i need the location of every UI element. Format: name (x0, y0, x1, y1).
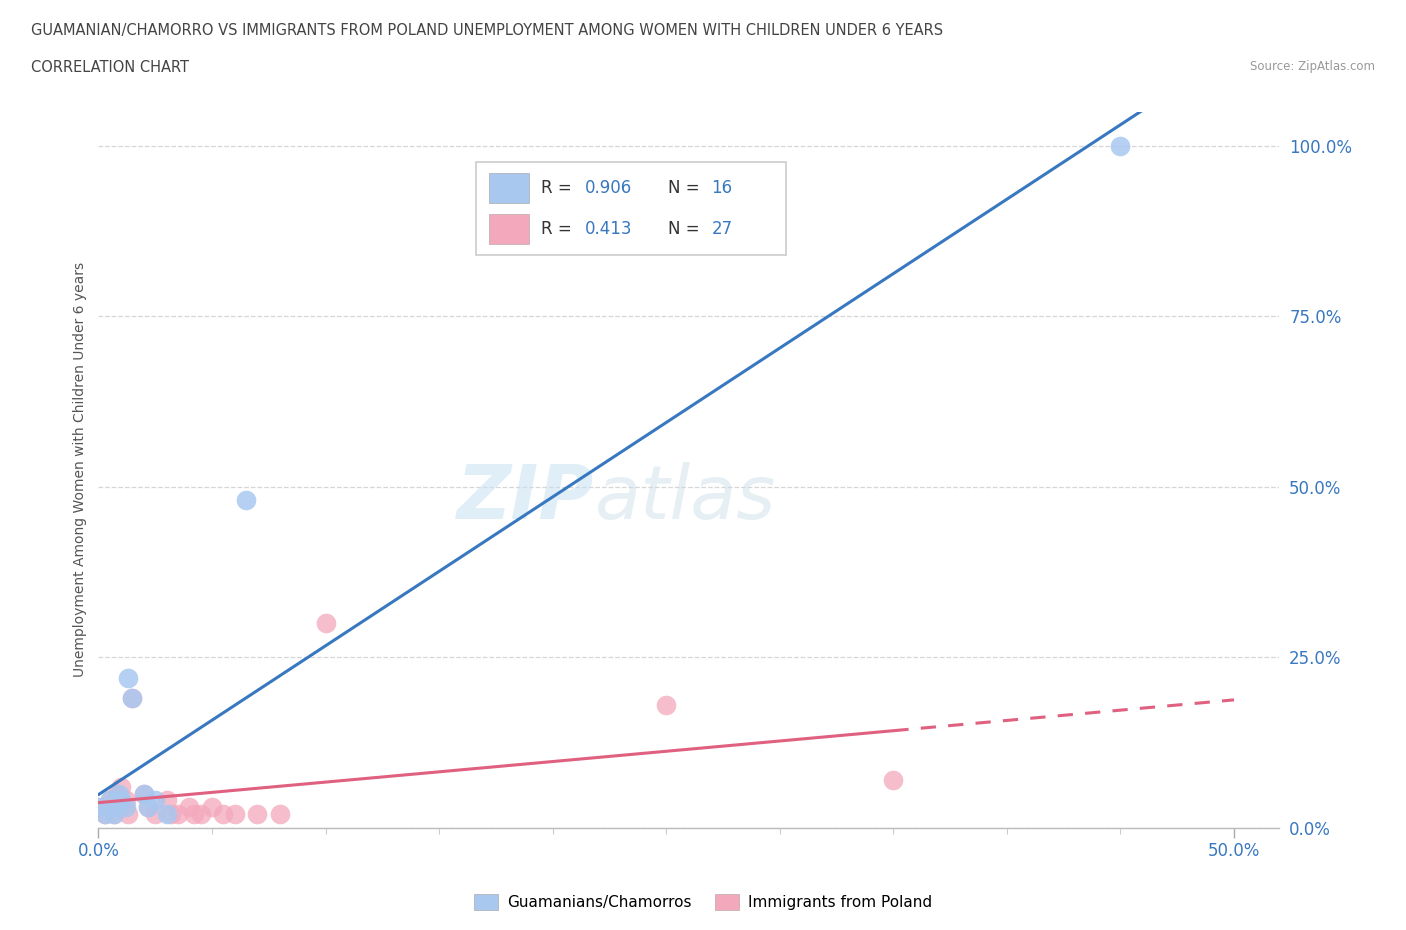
Point (110, 800, 132, 815)
Text: ZIP: ZIP (457, 462, 595, 535)
Point (201, 800, 224, 815)
Point (235, 493, 257, 508)
Point (190, 806, 212, 821)
Point (94, 806, 117, 821)
Text: 0.413: 0.413 (585, 219, 633, 238)
FancyBboxPatch shape (489, 173, 529, 203)
Text: 27: 27 (711, 219, 733, 238)
Point (155, 806, 177, 821)
Point (212, 806, 235, 821)
Text: Source: ZipAtlas.com: Source: ZipAtlas.com (1250, 60, 1375, 73)
Point (114, 793, 136, 808)
FancyBboxPatch shape (477, 162, 786, 255)
Point (114, 800, 136, 815)
Point (132, 786, 155, 801)
Point (224, 806, 246, 821)
Point (94, 806, 117, 821)
Point (143, 806, 166, 821)
Legend: Guamanians/Chamorros, Immigrants from Poland: Guamanians/Chamorros, Immigrants from Po… (465, 886, 941, 918)
Point (269, 806, 291, 821)
Text: CORRELATION CHART: CORRELATION CHART (31, 60, 188, 75)
Point (103, 806, 125, 821)
Point (882, 773, 904, 788)
Point (105, 786, 128, 801)
Point (155, 793, 177, 808)
Text: N =: N = (668, 179, 704, 197)
Point (1109, 139, 1132, 153)
Point (105, 800, 128, 815)
Point (138, 800, 160, 815)
Point (655, 698, 678, 712)
Point (315, 616, 337, 631)
Point (167, 806, 190, 821)
Point (103, 806, 125, 821)
Text: R =: R = (541, 219, 578, 238)
Point (110, 793, 132, 808)
Point (179, 800, 201, 815)
Point (143, 793, 166, 808)
Text: 0.906: 0.906 (585, 179, 631, 197)
Point (138, 800, 160, 815)
Point (98, 793, 121, 808)
Text: N =: N = (668, 219, 704, 238)
Point (121, 691, 143, 706)
Point (246, 806, 269, 821)
Point (121, 691, 143, 706)
Point (183, 806, 205, 821)
Point (110, 779, 132, 794)
Text: GUAMANIAN/CHAMORRO VS IMMIGRANTS FROM POLAND UNEMPLOYMENT AMONG WOMEN WITH CHILD: GUAMANIAN/CHAMORRO VS IMMIGRANTS FROM PO… (31, 23, 943, 38)
Text: 16: 16 (711, 179, 733, 197)
Point (160, 806, 183, 821)
FancyBboxPatch shape (489, 214, 529, 244)
Point (108, 786, 131, 801)
Text: R =: R = (541, 179, 578, 197)
Point (117, 671, 139, 685)
Point (98, 793, 121, 808)
Point (132, 786, 155, 801)
Text: atlas: atlas (595, 462, 776, 535)
Point (87, 800, 110, 815)
Point (87, 800, 110, 815)
Y-axis label: Unemployment Among Women with Children Under 6 years: Unemployment Among Women with Children U… (73, 262, 87, 677)
Point (117, 806, 139, 821)
